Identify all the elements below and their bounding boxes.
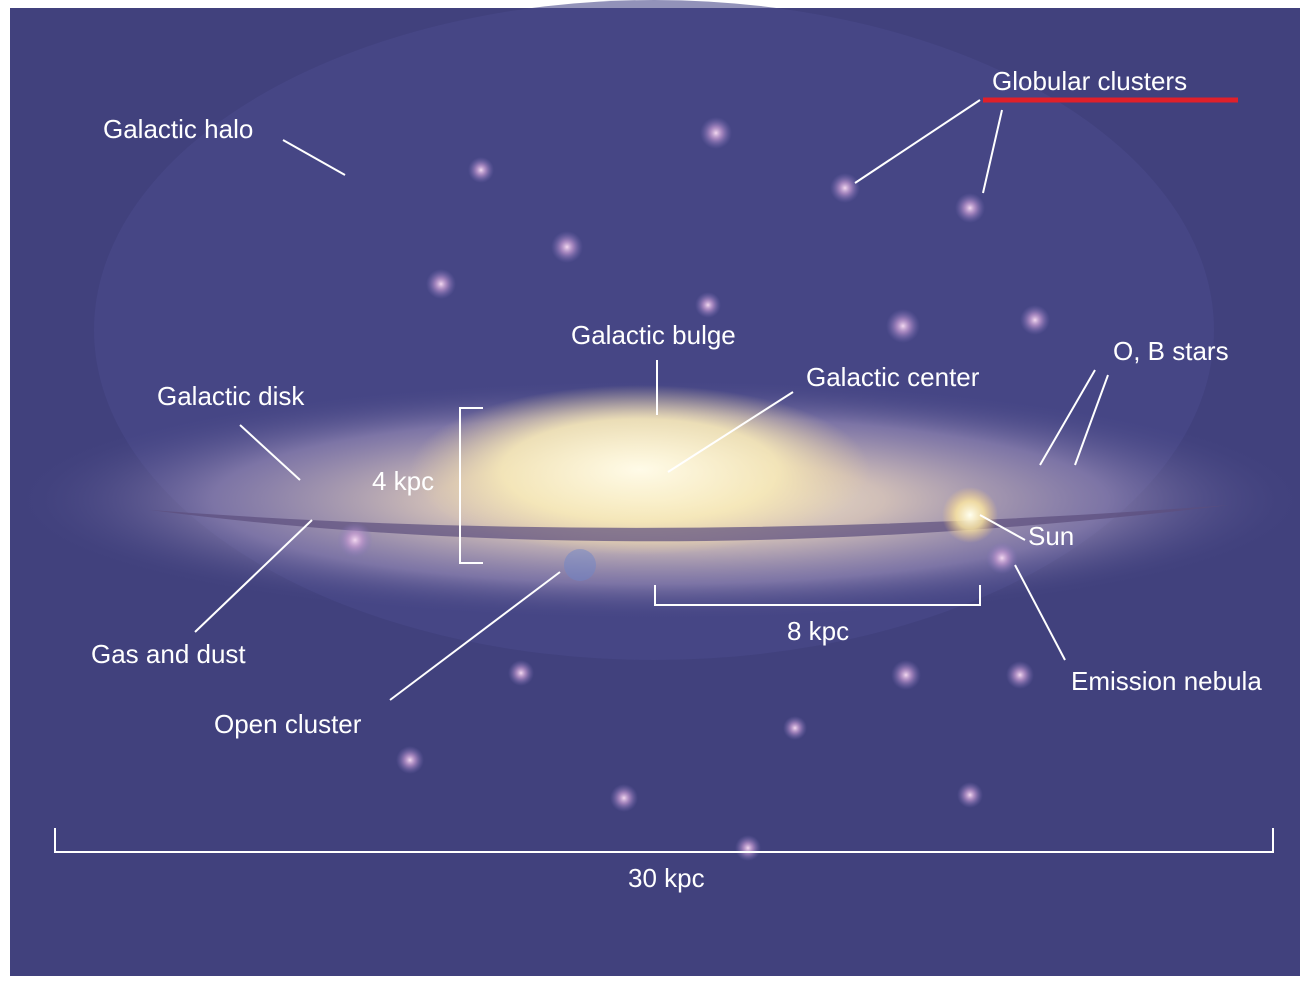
label: Globular clusters xyxy=(992,66,1187,96)
label: 4 kpc xyxy=(372,466,434,496)
label: 30 kpc xyxy=(628,863,705,893)
label: Gas and dust xyxy=(91,639,246,669)
label: Galactic disk xyxy=(157,381,305,411)
label: 8 kpc xyxy=(787,616,849,646)
clusters xyxy=(337,117,1050,861)
label: O, B stars xyxy=(1113,336,1229,366)
dust-lane xyxy=(150,505,1230,542)
label: Sun xyxy=(1028,521,1074,551)
leader-lines xyxy=(54,97,1274,853)
bulge xyxy=(410,385,870,555)
label: Open cluster xyxy=(214,709,362,739)
label: Emission nebula xyxy=(1071,666,1262,696)
label: Galactic halo xyxy=(103,114,253,144)
artwork xyxy=(10,0,1300,976)
sun-glow xyxy=(942,487,998,543)
label: Galactic center xyxy=(806,362,980,392)
label: Galactic bulge xyxy=(571,320,736,350)
